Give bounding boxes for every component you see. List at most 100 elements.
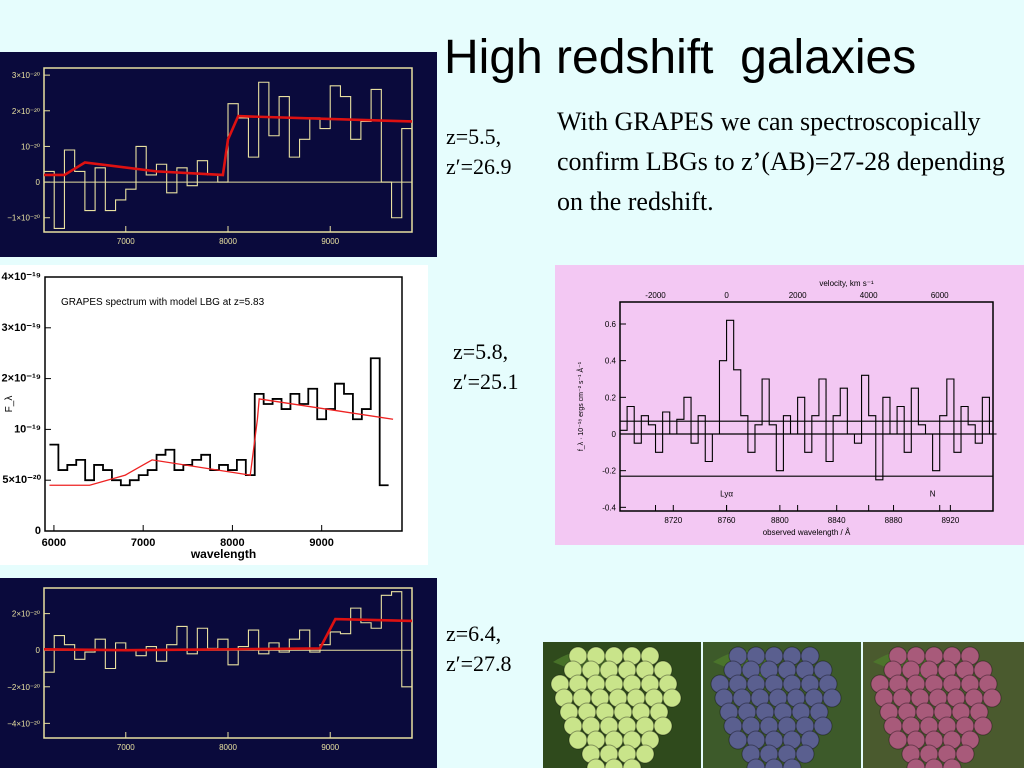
grape-berry (973, 716, 993, 736)
y-axis-label: f_λ · 10⁻¹⁸ ergs cm⁻² s⁻¹ Å⁻¹ (576, 361, 585, 451)
x-tick-label: 7000 (117, 237, 135, 246)
model-line (43, 617, 413, 652)
chart-background (0, 578, 437, 768)
chart-background (0, 52, 437, 257)
red-grapes-image (863, 642, 1024, 768)
x-tick-label: 8000 (219, 237, 237, 246)
y-tick-label: 3×10⁻¹⁹ (2, 322, 41, 334)
x-tick-label: 8800 (771, 516, 789, 525)
spectrum-line (620, 319, 997, 481)
spectrum-chart-z55: 7000 8000 9000 3×10⁻²⁰ 2×10⁻²⁰ 10⁻²⁰ 0 −1×10⁻²⁰ (0, 52, 437, 257)
grape-berry (906, 758, 926, 768)
y-tick-label: 10⁻¹⁹ (14, 423, 41, 435)
magnitude-value: z′=27.8 (446, 651, 512, 676)
y-tick-label: −4×10⁻²⁰ (7, 719, 40, 728)
y-tick-label: 0.4 (605, 357, 617, 366)
slide-title: High redshift galaxies (444, 31, 917, 84)
y-tick-label: 4×10⁻¹⁹ (2, 271, 41, 283)
redshift-label-z55: z=5.5, z′=26.9 (446, 122, 511, 182)
grape-berry (924, 758, 944, 768)
spectrum-chart-z58: 6000 7000 8000 9000 4×10⁻¹⁹ 3×10⁻¹⁹ 2×10⁻¹⁹ 10⁻… (0, 265, 428, 565)
magnitude-value: z′=25.1 (453, 369, 519, 394)
y-tick-label: 0 (612, 430, 617, 439)
x-axis-label: wavelength (190, 547, 256, 561)
grape-berry (662, 688, 682, 708)
grape-berry (604, 758, 624, 768)
redshift-value: z=6.4, (446, 621, 502, 646)
slide-body-text: With GRAPES we can spectroscopically con… (557, 107, 1005, 216)
grape-berry (888, 730, 908, 750)
chart-background (0, 265, 428, 565)
x-axis-label: observed wavelength / Å (763, 528, 851, 537)
y-tick-label: 0 (36, 178, 41, 187)
grape-berry (982, 688, 1002, 708)
grape-berry (942, 758, 962, 768)
blue-grapes-image (703, 642, 861, 768)
grape-berry (568, 730, 588, 750)
x-tick-label: -2000 (645, 291, 666, 300)
grape-berry (782, 758, 802, 768)
model-line (49, 398, 394, 486)
x-tick-label: 8880 (885, 516, 903, 525)
grape-berry (955, 744, 975, 764)
grape-berry (795, 744, 815, 764)
grape-berry (635, 744, 655, 764)
annotation-label: N (930, 489, 936, 498)
model-line (44, 114, 413, 177)
y-tick-label: -0.2 (602, 467, 616, 476)
annotation-label: Lyα (720, 489, 733, 498)
x-tick-label: 6000 (931, 291, 949, 300)
chart-title: GRAPES spectrum with model LBG at z=5.83 (61, 297, 265, 308)
y-tick-label: 0 (35, 525, 41, 537)
redshift-label-z64: z=6.4, z′=27.8 (446, 619, 511, 679)
x-tick-label: 8000 (219, 743, 237, 752)
spectrum-line (44, 591, 412, 688)
grape-berry (813, 716, 833, 736)
redshift-value: z=5.8, (453, 339, 509, 364)
spectrum-line (49, 357, 389, 487)
grape-berry (728, 730, 748, 750)
plot-frame (44, 276, 403, 532)
y-tick-label: 0.2 (605, 393, 617, 402)
y-tick-label: 5×10⁻²⁰ (2, 474, 41, 486)
y-tick-label: 0.6 (605, 320, 617, 329)
grape-berry (586, 758, 606, 768)
y-tick-label: 3×10⁻²⁰ (12, 71, 40, 80)
x-tick-label: 9000 (321, 743, 339, 752)
x-tick-label: 8760 (718, 516, 736, 525)
plot-frame (619, 301, 994, 512)
x-tick-label: 8840 (828, 516, 846, 525)
y-tick-label: 2×10⁻²⁰ (12, 610, 40, 619)
x-tick-label: 9000 (321, 237, 339, 246)
x-tick-label: 8920 (941, 516, 959, 525)
x-tick-label: 4000 (860, 291, 878, 300)
redshift-value: z=5.5, (446, 124, 502, 149)
y-axis-label: F_λ (4, 396, 15, 413)
x-tick-label: 8000 (220, 537, 244, 549)
x-tick-label: 9000 (309, 537, 333, 549)
y-tick-label: 2×10⁻¹⁹ (2, 373, 41, 385)
magnitude-value: z′=26.9 (446, 154, 512, 179)
grape-berry (653, 716, 673, 736)
x-tick-label: 7000 (131, 537, 155, 549)
chart-background (555, 265, 1024, 545)
y-tick-label: 0 (36, 646, 41, 655)
grape-berry (822, 688, 842, 708)
y-tick-label: 10⁻²⁰ (21, 142, 40, 151)
velocity-spectrum-chart: -2000 0 2000 4000 6000 8720 8760 8800 8840 8880 89… (555, 265, 1024, 545)
y-tick-label: 2×10⁻²⁰ (12, 107, 40, 116)
x-tick-label: 2000 (789, 291, 807, 300)
green-grapes-image (543, 642, 701, 768)
y-tick-label: −1×10⁻²⁰ (7, 214, 40, 223)
x-tick-label: 8720 (664, 516, 682, 525)
grape-berry (622, 758, 642, 768)
x-tick-label: 0 (724, 291, 729, 300)
y-tick-label: -0.4 (602, 503, 616, 512)
grape-berry (746, 758, 766, 768)
x-tick-label: 7000 (117, 743, 135, 752)
x-tick-label: 6000 (42, 537, 66, 549)
chart-title: velocity, km s⁻¹ (819, 279, 874, 288)
y-tick-label: −2×10⁻²⁰ (7, 683, 40, 692)
spectrum-chart-z64: 7000 8000 9000 2×10⁻²⁰ 0 −2×10⁻²⁰ −4×10⁻²⁰ (0, 578, 437, 768)
redshift-label-z58: z=5.8, z′=25.1 (453, 337, 518, 397)
